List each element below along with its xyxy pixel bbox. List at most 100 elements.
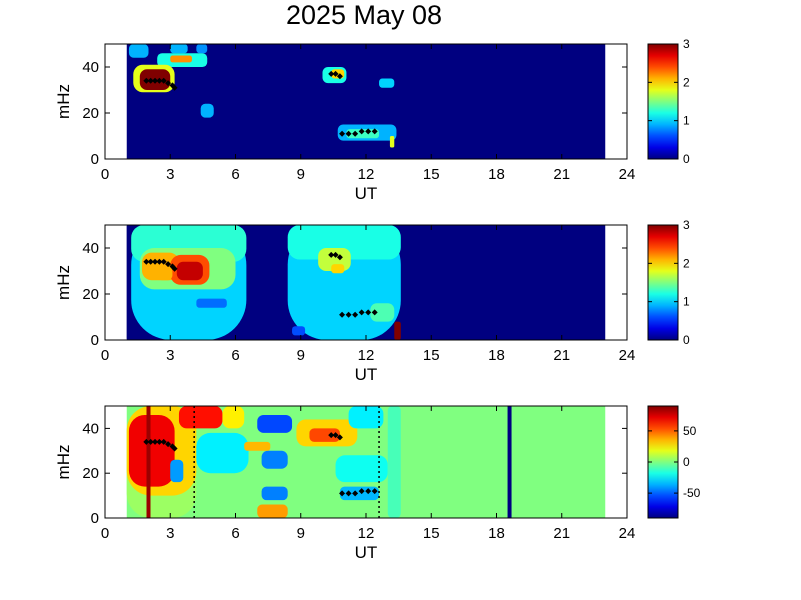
y-axis-label: mHz [54,265,73,300]
heatmap-region-13 [292,326,306,336]
y-tick-label: 40 [82,420,99,437]
event-marker [147,438,154,445]
event-marker [345,490,352,497]
x-tick-label: 0 [101,166,109,183]
heatmap-region-7 [170,459,184,483]
heatmap-region-11 [379,78,395,88]
event-marker [160,438,167,445]
heatmap-region-4 [287,225,401,260]
event-marker [332,432,339,439]
heatmap-region-5 [170,55,192,63]
colorbar-3: 50 0 -50 [647,405,701,519]
x-tick-label: 15 [423,347,440,364]
heatmap-region-9 [261,450,288,469]
y-axis-label: mHz [54,445,73,480]
colorbar-scale [647,224,679,341]
x-axis-label: UT [355,543,378,562]
x-tick-label: 3 [166,347,174,364]
heatmap-region-2 [170,44,188,54]
y-axis-label: mHz [54,84,73,119]
event-marker [143,77,150,84]
figure-title: 2025 May 08 [285,0,443,30]
event-marker [352,490,359,497]
heatmap-region-15 [348,406,384,429]
heatmap-region-3 [196,44,208,54]
y-tick-label: 0 [91,510,99,527]
y-tick-label: 0 [91,332,99,349]
x-tick-label: 21 [553,347,570,364]
colorbar-tick-label: -50 [683,486,701,500]
plot-content [126,406,606,518]
event-marker [152,77,159,84]
x-tick-label: 21 [553,525,570,542]
plot-content [126,44,606,159]
event-marker [345,311,352,318]
x-tick-label: 9 [297,166,305,183]
event-marker [358,488,365,495]
event-marker [365,309,372,316]
x-tick-label: 3 [166,525,174,542]
heatmap-region-8 [200,103,214,118]
event-marker [165,261,172,268]
colorbar-scale [647,405,679,519]
heatmap-region-15 [394,321,401,340]
y-tick-label: 20 [82,286,99,303]
event-marker [365,128,372,135]
event-marker [336,254,343,261]
heatmap-region-3 [128,414,175,487]
event-marker [336,73,343,80]
event-marker [152,438,159,445]
heatmap-region-14 [389,136,395,148]
heatmap-region-6 [196,432,249,474]
event-marker [371,488,378,495]
event-marker [371,128,378,135]
colorbar-1: 0 1 2 3 [647,37,690,166]
event-marker [328,70,335,77]
heatmap-region-5 [222,406,245,429]
x-axis-label: UT [355,365,378,384]
event-marker [160,258,167,265]
x-tick-label: 6 [231,347,239,364]
x-tick-label: 6 [231,166,239,183]
colorbar-tick-label: 0 [683,455,690,469]
event-marker [339,311,346,318]
event-marker [352,130,359,137]
event-marker [358,128,365,135]
heatmap-region-16 [126,225,132,340]
colorbar-tick-label: 3 [683,218,690,232]
event-marker [143,258,150,265]
x-tick-label: 6 [231,525,239,542]
colorbar-tick-label: 2 [683,256,690,270]
x-tick-label: 12 [358,525,375,542]
y-tick-label: 40 [82,240,99,257]
event-marker [336,434,343,441]
colorbar-tick-label: 0 [683,152,690,166]
colorbar-tick-label: 2 [683,75,690,89]
x-tick-label: 3 [166,166,174,183]
event-marker [160,77,167,84]
heatmap-region-14 [309,428,340,442]
event-marker [147,77,154,84]
heatmap-region-12 [244,441,271,451]
y-tick-label: 20 [82,465,99,482]
event-marker [143,438,150,445]
event-marker [328,432,335,439]
y-tick-label: 40 [82,59,99,76]
event-marker [339,130,346,137]
y-tick-label: 20 [82,105,99,122]
heatmap-region-9 [157,266,173,281]
colorbar-scale [647,43,679,160]
x-tick-label: 18 [488,525,505,542]
event-marker [147,258,154,265]
event-marker [152,258,159,265]
heatmap-region-8 [176,261,203,281]
heatmap-region-14 [370,303,395,322]
colorbar-2: 0 1 2 3 [647,218,690,347]
x-tick-label: 24 [619,347,636,364]
x-tick-label: 15 [423,525,440,542]
heatmap-region-12 [331,264,345,274]
event-marker [171,265,178,272]
